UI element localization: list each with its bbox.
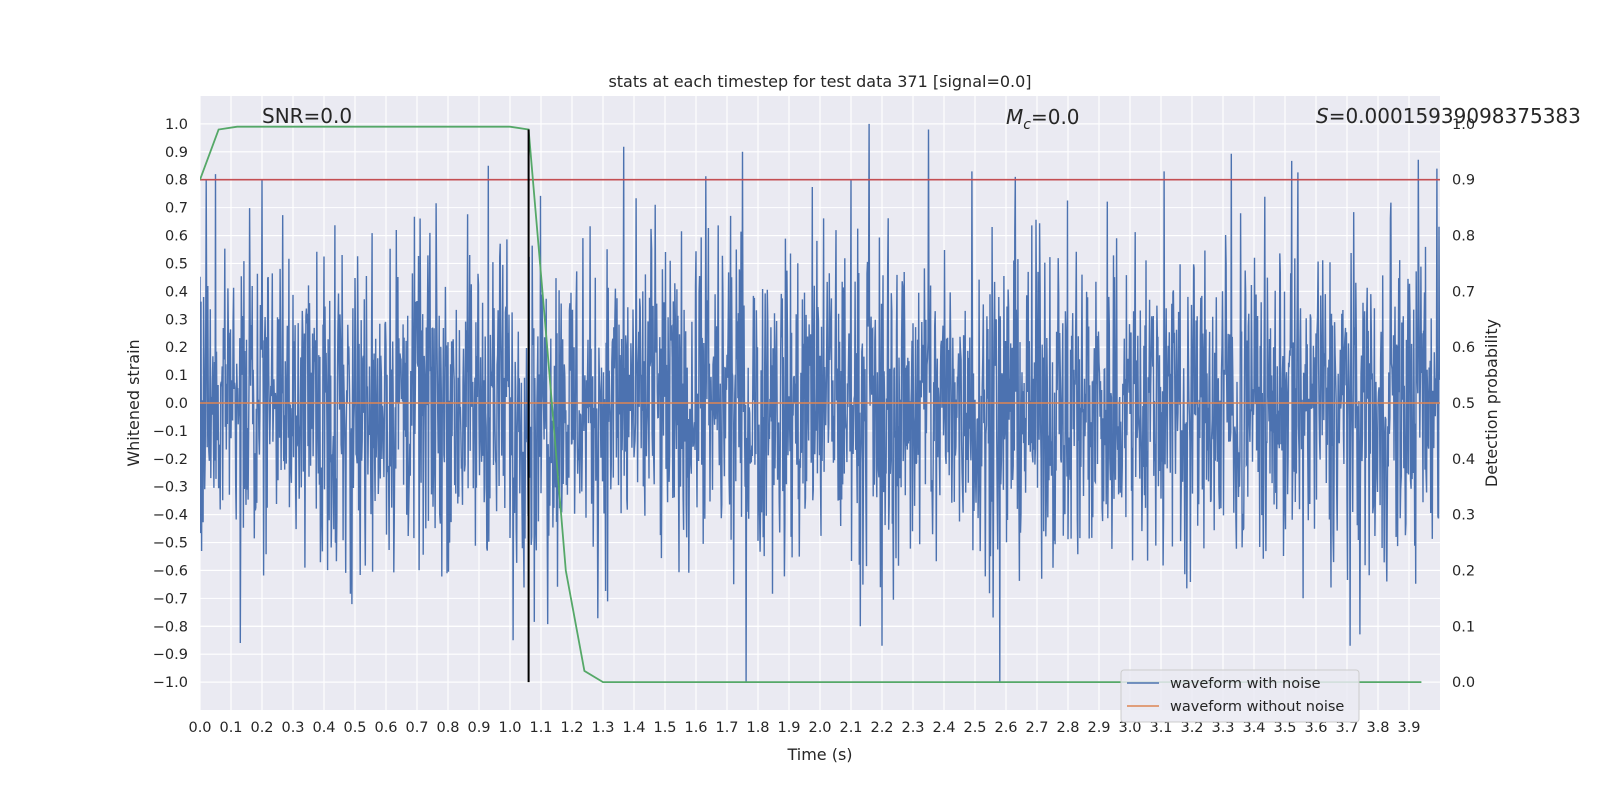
x-tick-label: 1.2: [560, 720, 583, 736]
x-tick-label: 1.1: [529, 720, 552, 736]
y-tick-label: −1.0: [153, 675, 188, 691]
x-tick-label: 3.7: [1335, 720, 1358, 736]
y2-tick-label: 0.4: [1452, 452, 1475, 468]
y-tick-label: 0.5: [165, 256, 188, 272]
y-axis-label: Whitened strain: [124, 339, 143, 466]
x-tick-label: 2.9: [1087, 720, 1110, 736]
x-tick-label: 1.5: [653, 720, 676, 736]
y-tick-label: −0.2: [153, 452, 188, 468]
y2-tick-label: 0.6: [1452, 340, 1475, 356]
x-tick-label: 3.4: [1242, 720, 1265, 736]
chart-title: stats at each timestep for test data 371…: [608, 72, 1031, 91]
y2-tick-label: 0.5: [1452, 396, 1475, 412]
x-axis-ticks: 0.0 0.1 0.2 0.3 0.4 0.5 0.6 0.7 0.8 0.9 1.0 1.1 1.2 1…: [188, 720, 1420, 736]
y-tick-label: 0.3: [165, 312, 188, 328]
series-line-noise: [200, 123, 1440, 683]
y2-tick-label: 0.0: [1452, 675, 1475, 691]
x-tick-label: 2.3: [901, 720, 924, 736]
y-tick-label: 1.0: [165, 117, 188, 133]
x-tick-label: 0.5: [343, 720, 366, 736]
x-tick-label: 1.9: [777, 720, 800, 736]
x-tick-label: 3.0: [1118, 720, 1141, 736]
x-axis-label: Time (s): [786, 745, 852, 764]
y-tick-label: −0.5: [153, 536, 188, 552]
x-tick-label: 0.4: [312, 720, 335, 736]
s-annotation: S=0.00015939098375383: [1316, 104, 1581, 128]
y2-axis-ticks: 1.0 0.9 0.8 0.7 0.6 0.5 0.4 0.3 0.2 0.1 0.0: [1452, 117, 1475, 691]
x-tick-label: 3.6: [1304, 720, 1327, 736]
x-tick-label: 0.0: [188, 720, 211, 736]
x-tick-label: 1.6: [684, 720, 707, 736]
y-tick-label: 0.0: [165, 396, 188, 412]
x-tick-label: 2.8: [1056, 720, 1079, 736]
chart-marks: [200, 123, 1440, 683]
y-tick-label: 0.6: [165, 229, 188, 245]
y2-tick-label: 0.8: [1452, 229, 1475, 245]
x-tick-label: 0.1: [219, 720, 242, 736]
y2-tick-label: 0.7: [1452, 284, 1475, 300]
x-tick-label: 2.2: [870, 720, 893, 736]
y-tick-label: 0.8: [165, 173, 188, 189]
y2-tick-label: 1.0: [1452, 117, 1475, 133]
y-tick-label: 0.1: [165, 368, 188, 384]
y-tick-label: 0.7: [165, 201, 188, 217]
legend-label-clean: waveform without noise: [1170, 699, 1344, 715]
y-tick-label: −0.1: [153, 424, 188, 440]
x-tick-label: 3.5: [1273, 720, 1296, 736]
y-tick-label: −0.8: [153, 619, 188, 635]
x-tick-label: 2.6: [994, 720, 1017, 736]
x-tick-label: 1.0: [498, 720, 521, 736]
x-tick-label: 0.6: [374, 720, 397, 736]
x-tick-label: 1.8: [746, 720, 769, 736]
x-tick-label: 0.7: [405, 720, 428, 736]
x-tick-label: 3.9: [1397, 720, 1420, 736]
y-tick-label: −0.6: [153, 563, 188, 579]
mc-value: =0.0: [1031, 105, 1080, 129]
y2-axis-label: Detection probability: [1482, 319, 1501, 487]
x-tick-label: 0.3: [281, 720, 304, 736]
y-tick-label: −0.9: [153, 647, 188, 663]
x-tick-label: 3.8: [1366, 720, 1389, 736]
s-value: =0.00015939098375383: [1329, 104, 1581, 128]
y-tick-label: −0.4: [153, 508, 188, 524]
legend: waveform with noise waveform without noi…: [1120, 669, 1360, 723]
y2-tick-label: 0.1: [1452, 619, 1475, 635]
legend-box: [1120, 669, 1360, 723]
x-tick-label: 2.0: [808, 720, 831, 736]
x-tick-label: 3.2: [1180, 720, 1203, 736]
snr-annotation: SNR=0.0: [262, 104, 352, 128]
legend-label-noise: waveform with noise: [1170, 676, 1321, 692]
x-tick-label: 0.2: [250, 720, 273, 736]
y-tick-label: 0.4: [165, 284, 188, 300]
y-axis-ticks: 1.0 0.9 0.8 0.7 0.6 0.5 0.4 0.3 0.2 0.1 0.0 −0.1 −0.…: [153, 117, 188, 691]
y2-tick-label: 0.9: [1452, 173, 1475, 189]
x-tick-label: 2.5: [963, 720, 986, 736]
y2-tick-label: 0.2: [1452, 563, 1475, 579]
x-tick-label: 1.3: [591, 720, 614, 736]
s-symbol: S: [1316, 104, 1329, 128]
x-tick-label: 2.7: [1025, 720, 1048, 736]
y-tick-label: 0.9: [165, 145, 188, 161]
x-tick-label: 1.4: [622, 720, 645, 736]
mc-subscript: c: [1023, 117, 1031, 133]
x-tick-label: 3.1: [1149, 720, 1172, 736]
mc-symbol: M: [1006, 105, 1023, 129]
y-tick-label: −0.3: [153, 480, 188, 496]
y-tick-label: −0.7: [153, 591, 188, 607]
x-tick-label: 2.4: [932, 720, 955, 736]
x-tick-label: 3.3: [1211, 720, 1234, 736]
x-tick-label: 1.7: [715, 720, 738, 736]
mc-annotation: Mc=0.0: [1006, 105, 1080, 133]
x-tick-label: 0.8: [436, 720, 459, 736]
y2-tick-label: 0.3: [1452, 508, 1475, 524]
x-tick-label: 2.1: [839, 720, 862, 736]
x-tick-label: 0.9: [467, 720, 490, 736]
y-tick-label: 0.2: [165, 340, 188, 356]
